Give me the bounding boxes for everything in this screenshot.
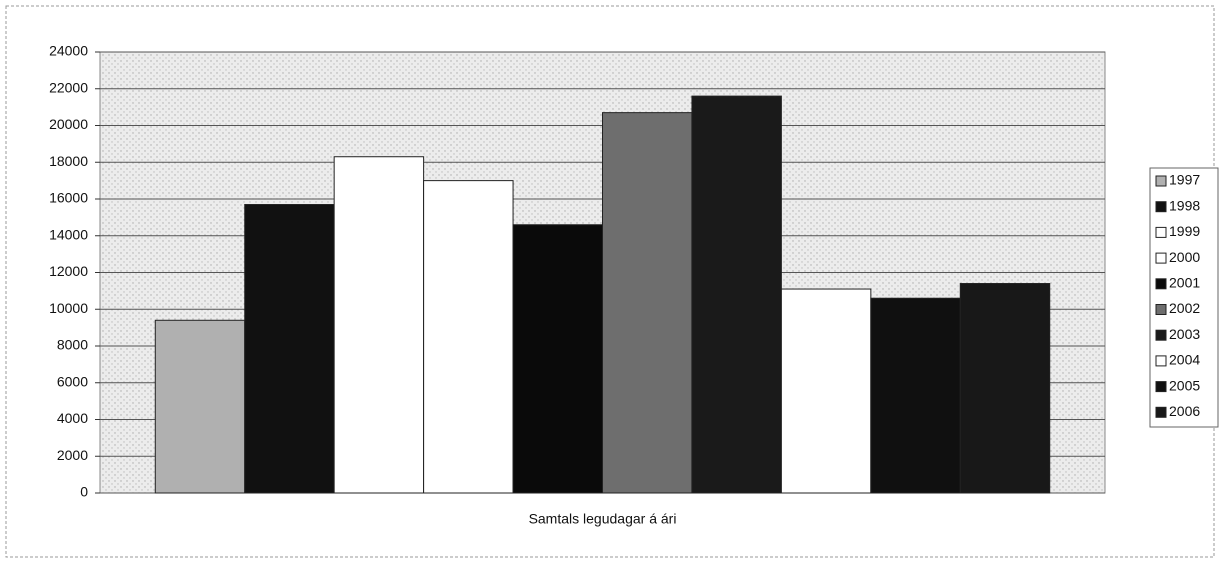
y-tick-label: 18000 [49,153,88,169]
bar [870,297,961,494]
legend-label: 1998 [1169,197,1200,213]
legend-swatch [1155,278,1167,290]
legend-swatch [1155,252,1167,264]
bar [423,180,514,494]
y-tick-label: 10000 [49,300,88,316]
legend-swatch [1155,175,1167,187]
bar [512,224,603,494]
legend-swatch [1155,226,1167,238]
legend-label: 1997 [1169,172,1200,188]
legend-label: 1999 [1169,223,1200,239]
legend-swatch [1155,381,1167,393]
y-tick-label: 12000 [49,263,88,279]
y-tick-label: 22000 [49,79,88,95]
y-tick-label: 4000 [57,410,88,426]
y-tick-label: 0 [80,484,88,500]
legend-swatch [1155,355,1167,367]
bar [333,156,425,494]
legend-label: 2005 [1169,377,1200,393]
y-tick-label: 14000 [49,226,88,242]
y-tick-label: 2000 [57,447,88,463]
legend-swatch [1155,201,1167,213]
legend-label: 2002 [1169,300,1200,316]
bar [602,112,693,494]
y-tick-label: 20000 [49,116,88,132]
legend-label: 2001 [1169,275,1200,291]
legend-swatch [1155,304,1167,315]
legend-swatch [1155,329,1167,341]
legend-label: 2004 [1169,352,1200,368]
y-tick-label: 16000 [49,190,88,206]
bar [244,204,335,494]
legend-label: 2000 [1169,249,1200,265]
y-tick-label: 6000 [57,373,88,389]
y-tick-label: 8000 [57,337,88,353]
bar [154,319,246,494]
x-tick-label: Samtals legudagar á ári [529,511,677,527]
legend-swatch [1155,406,1167,418]
legend-label: 2006 [1169,403,1200,419]
bar [691,95,782,494]
legend-label: 2003 [1169,326,1200,342]
y-tick-label: 24000 [49,43,88,59]
bar [780,288,872,494]
bar [959,283,1051,494]
